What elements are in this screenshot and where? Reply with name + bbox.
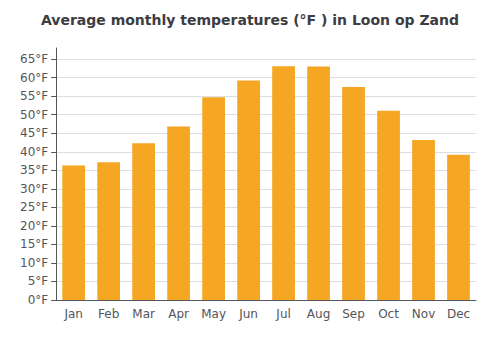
svg-text:Jul: Jul bbox=[275, 307, 290, 321]
svg-text:45°F: 45°F bbox=[20, 126, 48, 140]
svg-text:30°F: 30°F bbox=[20, 182, 48, 196]
svg-text:Nov: Nov bbox=[412, 307, 435, 321]
svg-text:55°F: 55°F bbox=[20, 89, 48, 103]
svg-text:60°F: 60°F bbox=[20, 71, 48, 85]
svg-text:Mar: Mar bbox=[132, 307, 155, 321]
svg-text:50°F: 50°F bbox=[20, 108, 48, 122]
svg-text:10°F: 10°F bbox=[20, 256, 48, 270]
svg-text:25°F: 25°F bbox=[20, 200, 48, 214]
svg-text:May: May bbox=[201, 307, 226, 321]
svg-text:Aug: Aug bbox=[307, 307, 330, 321]
svg-text:0°F: 0°F bbox=[28, 293, 49, 307]
svg-text:Average monthly temperatures (: Average monthly temperatures (°F ) in Lo… bbox=[41, 12, 459, 28]
svg-text:Feb: Feb bbox=[98, 307, 119, 321]
svg-text:65°F: 65°F bbox=[20, 52, 48, 66]
svg-text:Jun: Jun bbox=[238, 307, 258, 321]
svg-text:5°F: 5°F bbox=[28, 274, 49, 288]
svg-text:15°F: 15°F bbox=[20, 237, 48, 251]
svg-text:20°F: 20°F bbox=[20, 219, 48, 233]
svg-text:Sep: Sep bbox=[342, 307, 365, 321]
svg-text:35°F: 35°F bbox=[20, 163, 48, 177]
svg-text:Dec: Dec bbox=[447, 307, 470, 321]
svg-text:Apr: Apr bbox=[168, 307, 189, 321]
svg-text:Oct: Oct bbox=[378, 307, 399, 321]
svg-text:Jan: Jan bbox=[63, 307, 83, 321]
svg-text:40°F: 40°F bbox=[20, 145, 48, 159]
